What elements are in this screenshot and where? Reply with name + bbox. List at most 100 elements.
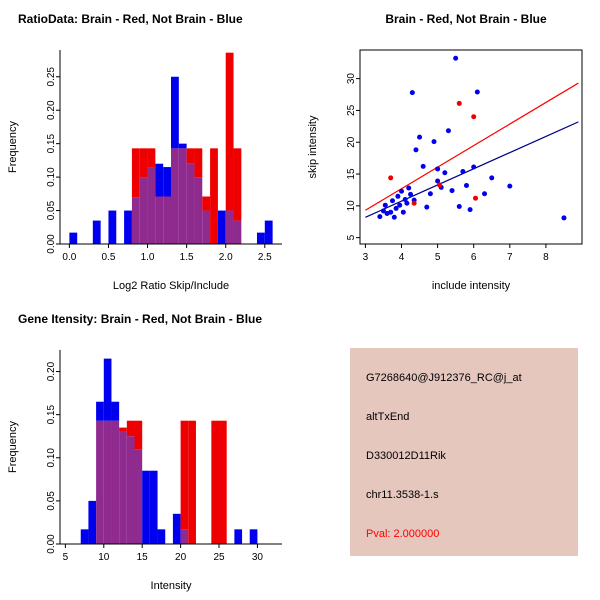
x-tick-label: 25 — [213, 552, 225, 563]
y-tick-label: 0.05 — [46, 491, 57, 511]
ratio-histogram-x-axis-label: Log2 Ratio Skip/Include — [112, 280, 230, 292]
intensity-scatter-plot: 3 4 5 6 7 8 5 10 15 20 25 30 — [346, 49, 583, 263]
histogram-bar-overlap — [202, 210, 211, 244]
scatter-point — [561, 215, 567, 221]
histogram-bar — [234, 529, 243, 544]
scatter-point — [382, 202, 388, 208]
y-tick-label: 0.20 — [46, 361, 57, 381]
histogram-bar — [233, 148, 242, 221]
scatter-point — [435, 166, 441, 172]
x-tick-label: 6 — [471, 252, 477, 263]
ratio-histogram-y-axis-label: Frequency — [7, 121, 19, 173]
scatter-point — [471, 114, 477, 120]
histogram-bar — [147, 148, 156, 168]
histogram-bar-overlap — [131, 197, 140, 244]
histogram-bar — [172, 513, 181, 544]
x-tick-label: 1.5 — [180, 252, 194, 263]
x-tick-label: 7 — [507, 252, 513, 263]
x-tick-label: 3 — [363, 252, 369, 263]
y-tick-label: 0.00 — [46, 534, 57, 554]
scatter-point — [489, 175, 495, 181]
histogram-bar-overlap — [171, 148, 179, 244]
y-tick-label: 0.10 — [46, 167, 57, 187]
histogram-bar — [249, 529, 258, 544]
y-tick-label: 15 — [346, 168, 357, 180]
y-tick-label: 20 — [346, 136, 357, 148]
histogram-bar-overlap — [186, 163, 195, 244]
histogram-bar-overlap — [233, 220, 242, 244]
info-line: G7268640@J912376_RC@j_at — [366, 372, 522, 384]
panel-intensity-scatter: Brain - Red, Not Brain - Blue 3 4 5 6 7 8 5 10 1… — [300, 0, 600, 300]
panel-gene-intensity-histogram: Gene Itensity: Brain - Red, Not Brain - … — [0, 300, 300, 600]
histogram-bar-overlap — [111, 420, 120, 544]
scatter-point — [413, 147, 419, 153]
scatter-point — [424, 204, 430, 210]
y-tick-label: 0.10 — [46, 448, 57, 468]
scatter-point — [473, 195, 479, 201]
histogram-bar-overlap — [126, 436, 135, 544]
scatter-point — [420, 163, 426, 169]
scatter-point — [435, 178, 441, 184]
x-tick-label: 2.0 — [219, 252, 233, 263]
gene-intensity-histogram-plot: 5 10 15 20 25 30 0.00 0.05 0.10 0.15 0.20 — [46, 350, 282, 563]
scatter-title: Brain - Red, Not Brain - Blue — [385, 12, 547, 26]
histogram-bar-overlap — [103, 420, 112, 544]
scatter-point — [388, 175, 394, 181]
ratio-histogram-title: RatioData: Brain - Red, Not Brain - Blue — [18, 12, 243, 26]
histogram-bar-overlap — [119, 431, 127, 544]
histogram-bar — [210, 148, 218, 244]
scatter-point — [456, 100, 462, 106]
scatter-point — [456, 203, 462, 209]
histogram-bar — [96, 401, 104, 421]
scatter-point — [467, 207, 473, 213]
scatter-point — [474, 89, 480, 95]
scatter-point — [417, 134, 423, 140]
histogram-bar-overlap — [139, 177, 148, 244]
histogram-bar — [202, 196, 211, 211]
panel-ratio-histogram: RatioData: Brain - Red, Not Brain - Blue… — [0, 0, 300, 300]
histogram-bar — [149, 470, 158, 544]
histogram-bar — [119, 427, 127, 432]
x-tick-label: 4 — [399, 252, 405, 263]
histogram-bar — [180, 420, 189, 530]
scatter-point — [409, 90, 415, 96]
scatter-point — [442, 170, 448, 176]
histogram-bar — [69, 232, 78, 244]
x-tick-label: 0.0 — [62, 252, 76, 263]
x-tick-label: 15 — [137, 552, 149, 563]
histogram-bar — [134, 420, 143, 450]
gene-histogram-y-axis-label: Frequency — [7, 421, 19, 473]
scatter-point — [377, 214, 383, 220]
histogram-bar — [225, 52, 234, 211]
histogram-bar-overlap — [180, 529, 189, 544]
scatter-point — [402, 196, 408, 202]
histogram-bar — [142, 470, 150, 544]
histogram-bar — [219, 420, 227, 544]
scatter-point — [449, 188, 455, 194]
plot-box — [359, 49, 583, 245]
histogram-bar — [188, 420, 196, 544]
y-tick-label: 25 — [346, 104, 357, 116]
y-tick-label: 0.05 — [46, 200, 57, 220]
histogram-bar — [217, 210, 226, 244]
info-line: chr11.3538-1.s — [366, 489, 439, 501]
scatter-point — [406, 185, 412, 191]
histogram-bar — [178, 143, 187, 149]
x-tick-label: 1.0 — [141, 252, 155, 263]
histogram-bar — [163, 167, 171, 197]
scatter-point — [427, 191, 433, 197]
histogram-bar — [131, 148, 140, 198]
scatter-point — [463, 182, 469, 188]
scatter-point — [408, 191, 414, 197]
histogram-bar — [256, 232, 265, 244]
info-line: altTxEnd — [366, 411, 410, 423]
histogram-bar — [171, 76, 179, 149]
scatter-point — [482, 191, 488, 197]
histogram-bar-overlap — [155, 196, 164, 244]
y-tick-label: 5 — [346, 234, 357, 240]
x-tick-label: 20 — [175, 552, 187, 563]
histogram-bar — [92, 220, 101, 244]
x-tick-label: 0.5 — [102, 252, 116, 263]
scatter-point — [453, 55, 459, 61]
